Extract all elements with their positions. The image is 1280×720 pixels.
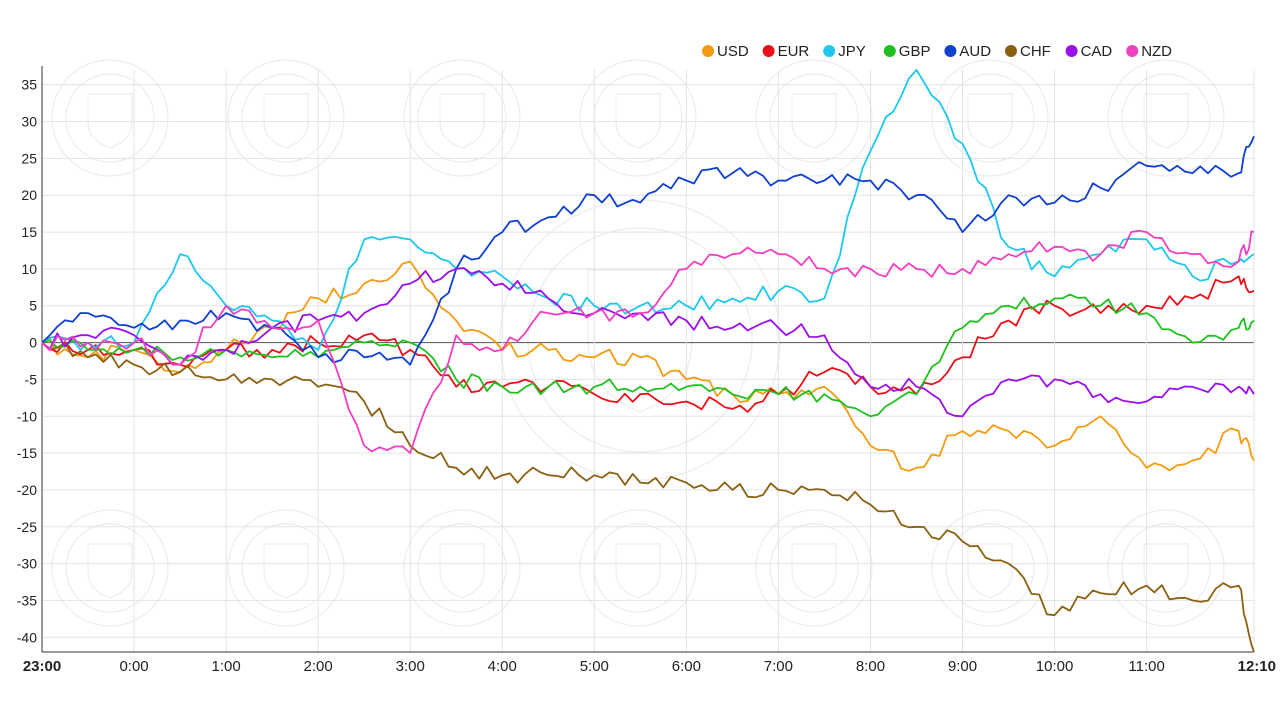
x-tick-label: 9:00 <box>948 658 977 675</box>
x-tick-label: 3:00 <box>396 658 425 675</box>
watermark-seal-icon <box>755 59 873 177</box>
legend-marker-icon <box>1005 45 1017 57</box>
legend-item-aud[interactable]: AUD <box>944 43 991 60</box>
y-tick-label: 5 <box>29 298 37 314</box>
watermark-seal-icon <box>51 509 169 627</box>
x-tick-label: 1:00 <box>211 658 240 675</box>
legend-label: NZD <box>1141 43 1172 60</box>
legend-label: EUR <box>778 43 810 60</box>
y-tick-label: 30 <box>21 114 37 130</box>
series-lines <box>41 69 1255 653</box>
watermark-seal-icon <box>755 509 873 627</box>
legend-label: CHF <box>1020 43 1051 60</box>
watermark-seal-icon <box>227 59 345 177</box>
y-tick-label: 20 <box>21 187 37 203</box>
y-tick-label: 15 <box>21 224 37 240</box>
y-tick-label: -20 <box>17 482 37 498</box>
y-tick-label: 25 <box>21 150 37 166</box>
x-tick-label: 10:00 <box>1036 658 1074 675</box>
legend-marker-icon <box>762 45 775 57</box>
legend-label: JPY <box>838 43 866 60</box>
legend-item-nzd[interactable]: NZD <box>1126 43 1172 60</box>
y-axis: 35 30 25 20 15 10 5 0 -5 -10 -15 -20 -25 -30 -35 -40 <box>17 66 43 652</box>
legend-marker-icon <box>944 45 957 57</box>
watermark-seal-icon <box>1107 509 1225 627</box>
y-tick-label: -25 <box>17 519 37 535</box>
series-line-chf <box>41 341 1255 653</box>
series-line-eur <box>41 275 1255 413</box>
y-tick-label: 10 <box>21 261 37 277</box>
legend-marker-icon <box>1126 45 1139 57</box>
x-tick-label: 5:00 <box>580 658 609 675</box>
legend-label: AUD <box>959 43 991 60</box>
y-tick-label: 35 <box>21 77 37 93</box>
legend-item-jpy[interactable]: JPY <box>823 43 866 60</box>
series-line-usd <box>41 260 1255 472</box>
series-line-cad <box>41 267 1255 418</box>
watermark-seal-icon <box>51 59 169 177</box>
x-tick-label: 2:00 <box>304 658 333 675</box>
watermark-center-seal-icon <box>499 199 781 481</box>
watermark-seal-icon <box>403 59 521 177</box>
watermark-seal-icon <box>227 509 345 627</box>
x-tick-label: 0:00 <box>119 658 148 675</box>
y-tick-label: -15 <box>17 445 37 461</box>
series-line-jpy <box>41 69 1255 351</box>
watermark-seal-icon <box>931 59 1049 177</box>
legend-item-chf[interactable]: CHF <box>1005 43 1051 60</box>
watermark-seal-icon <box>579 509 697 627</box>
series-line-gbp <box>41 293 1255 418</box>
legend-label: CAD <box>1081 43 1113 60</box>
series-line-nzd <box>41 229 1255 455</box>
legend-item-gbp[interactable]: GBP <box>883 43 931 60</box>
legend-marker-icon <box>823 45 836 57</box>
legend-label: USD <box>717 43 749 60</box>
x-tick-label: 8:00 <box>856 658 885 675</box>
x-tick-label: 7:00 <box>764 658 793 675</box>
y-tick-label: -40 <box>17 629 37 645</box>
x-tick-label: 12:10 <box>1238 658 1276 675</box>
watermark-seal-icon <box>403 509 521 627</box>
x-axis: 23:00 0:00 1:00 2:00 3:00 4:00 5:00 6:00 7:00 8:0… <box>23 651 1276 675</box>
x-tick-label: 4:00 <box>488 658 517 675</box>
y-tick-label: -30 <box>17 556 37 572</box>
watermark-seal-icon <box>1107 59 1225 177</box>
series-line-aud <box>41 135 1255 366</box>
legend-marker-icon <box>1065 45 1078 57</box>
grid-lines <box>41 70 1255 652</box>
legend-item-eur[interactable]: EUR <box>762 43 810 60</box>
y-tick-label: -5 <box>25 371 38 387</box>
legend-label: GBP <box>899 43 931 60</box>
y-tick-label: 0 <box>29 335 37 351</box>
legend-marker-icon <box>702 45 714 57</box>
x-tick-label: 11:00 <box>1128 658 1164 675</box>
legend-item-usd[interactable]: USD <box>702 43 749 60</box>
x-tick-label: 6:00 <box>672 658 701 675</box>
legend-item-cad[interactable]: CAD <box>1065 43 1113 60</box>
x-tick-label: 23:00 <box>23 658 61 675</box>
y-tick-label: -10 <box>17 408 37 424</box>
legend: USD EUR JPY GBP AUD CHF CAD NZD <box>702 43 1172 60</box>
y-tick-label: -35 <box>17 592 37 608</box>
legend-marker-icon <box>883 45 896 57</box>
watermark-seal-icon <box>931 509 1049 627</box>
